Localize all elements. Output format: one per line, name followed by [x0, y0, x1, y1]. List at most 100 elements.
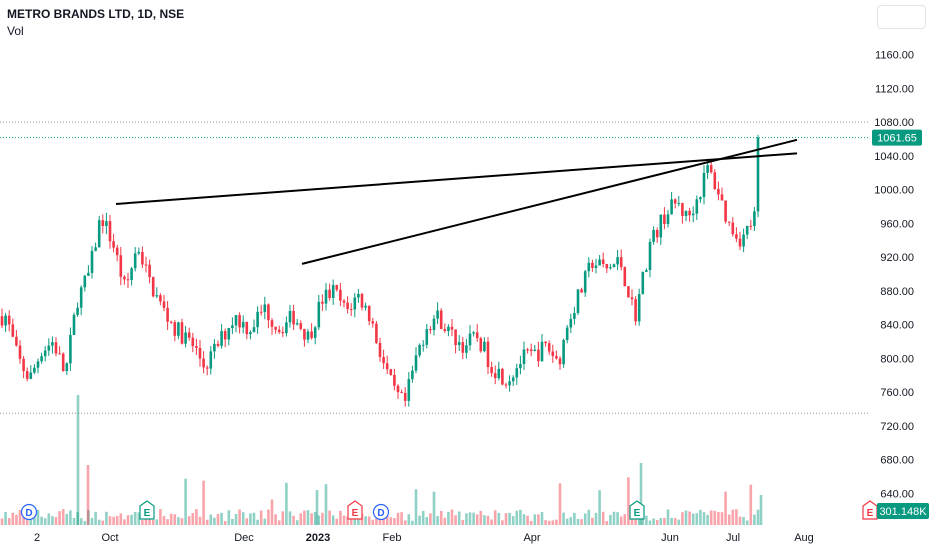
trendlines[interactable] — [115, 138, 798, 265]
volume-bar — [18, 510, 22, 525]
volume-bar — [115, 515, 119, 525]
volume-bar — [562, 512, 565, 525]
volume-bar — [58, 511, 61, 525]
x-tick-label: Jul — [726, 532, 740, 544]
candle-body — [663, 214, 666, 224]
candle-body — [749, 225, 753, 227]
candle-body — [353, 297, 357, 310]
volume-bar — [137, 512, 141, 525]
volume-bar — [375, 518, 378, 525]
price-axis[interactable]: 1160.00 1120.00 1080.00 1040.00 1000.00 960.0… — [874, 50, 914, 501]
volume-bar — [655, 520, 659, 525]
volume-bar — [184, 478, 187, 525]
trendline-1[interactable] — [115, 152, 798, 205]
candle-body — [533, 349, 537, 352]
candle-body — [522, 349, 526, 365]
earnings-marker[interactable]: E — [862, 500, 878, 520]
volume-bar — [709, 510, 713, 525]
candle-body — [346, 302, 349, 310]
candle-body — [313, 327, 317, 338]
volume-bar — [598, 490, 601, 525]
candle-body — [47, 345, 51, 351]
time-axis[interactable]: 2 Oct Dec 2023 Feb Apr Jun Jul Aug — [34, 532, 814, 544]
volume-bar — [220, 512, 223, 525]
candle-body — [465, 345, 468, 353]
volume-bar — [234, 513, 238, 525]
volume-bar — [263, 518, 267, 525]
event-label: D — [25, 508, 32, 519]
volume-bar — [105, 511, 108, 525]
volume-bar — [501, 520, 504, 525]
candle-body — [573, 312, 576, 319]
volume-bar — [666, 509, 670, 525]
volume-bar — [735, 509, 738, 525]
candle-body — [468, 333, 472, 346]
earnings-marker[interactable]: E — [629, 500, 645, 520]
candle-body — [673, 199, 677, 204]
candle-body — [511, 377, 515, 382]
candle-body — [310, 331, 313, 338]
volume-bar — [429, 513, 432, 525]
dividend-marker[interactable]: D — [20, 503, 38, 521]
candle-body — [443, 329, 447, 331]
candle-body — [605, 263, 609, 269]
volume-bar — [277, 520, 281, 525]
dividend-marker[interactable]: D — [372, 503, 390, 521]
volume-bar — [569, 517, 573, 525]
volume-bar — [205, 519, 209, 525]
volume-bar — [79, 518, 83, 525]
candle-body — [223, 331, 227, 340]
candle-body — [367, 305, 371, 322]
volume-bar — [61, 509, 65, 525]
volume-bar — [371, 519, 375, 525]
candle-body — [501, 368, 504, 385]
candle-body — [137, 252, 141, 254]
volume-bar — [544, 520, 547, 525]
candle-body — [339, 289, 342, 301]
candle-body — [270, 320, 274, 327]
volume-bar — [515, 510, 519, 525]
volume-bar — [367, 516, 371, 525]
candle-body — [411, 370, 414, 380]
candle-body — [324, 289, 328, 304]
candle-body — [274, 326, 277, 330]
candle-body — [558, 358, 562, 365]
toolbar-button[interactable] — [877, 5, 926, 29]
candle-body — [619, 257, 623, 268]
earnings-marker[interactable]: E — [139, 500, 155, 520]
candle-body — [547, 343, 551, 352]
candle-body — [738, 238, 742, 247]
volume-bar — [432, 491, 436, 525]
event-label: E — [144, 508, 151, 519]
candle-body — [267, 304, 270, 321]
candle-body — [245, 321, 249, 335]
candle-body — [504, 384, 508, 386]
volume-bar — [216, 513, 220, 525]
candle-body — [162, 301, 166, 308]
earnings-icon — [629, 500, 645, 520]
earnings-marker[interactable]: E — [347, 500, 363, 520]
trendline-2[interactable] — [301, 138, 798, 265]
candle-body — [393, 374, 396, 386]
volume-bar — [749, 484, 753, 525]
candle-body — [457, 342, 461, 346]
volume-badge: 301.148K — [877, 503, 929, 519]
volume-bar — [526, 515, 529, 525]
volume-bar — [202, 480, 205, 525]
volume-bar — [591, 517, 594, 525]
volume-bar — [497, 512, 501, 525]
volume-bar — [695, 513, 699, 525]
candle-body — [400, 392, 403, 394]
candle-body — [436, 310, 439, 319]
volume-bar — [630, 514, 634, 525]
candle-body — [69, 334, 72, 364]
volume-indicator-label[interactable]: Vol — [7, 24, 24, 38]
symbol-title[interactable]: METRO BRANDS LTD, 1D, NSE — [7, 7, 185, 21]
volume-bar — [414, 489, 418, 525]
y-tick-label: 960.00 — [880, 218, 914, 230]
volume-bar — [724, 491, 727, 525]
candle-body — [454, 329, 457, 346]
volume-bar — [245, 518, 249, 525]
